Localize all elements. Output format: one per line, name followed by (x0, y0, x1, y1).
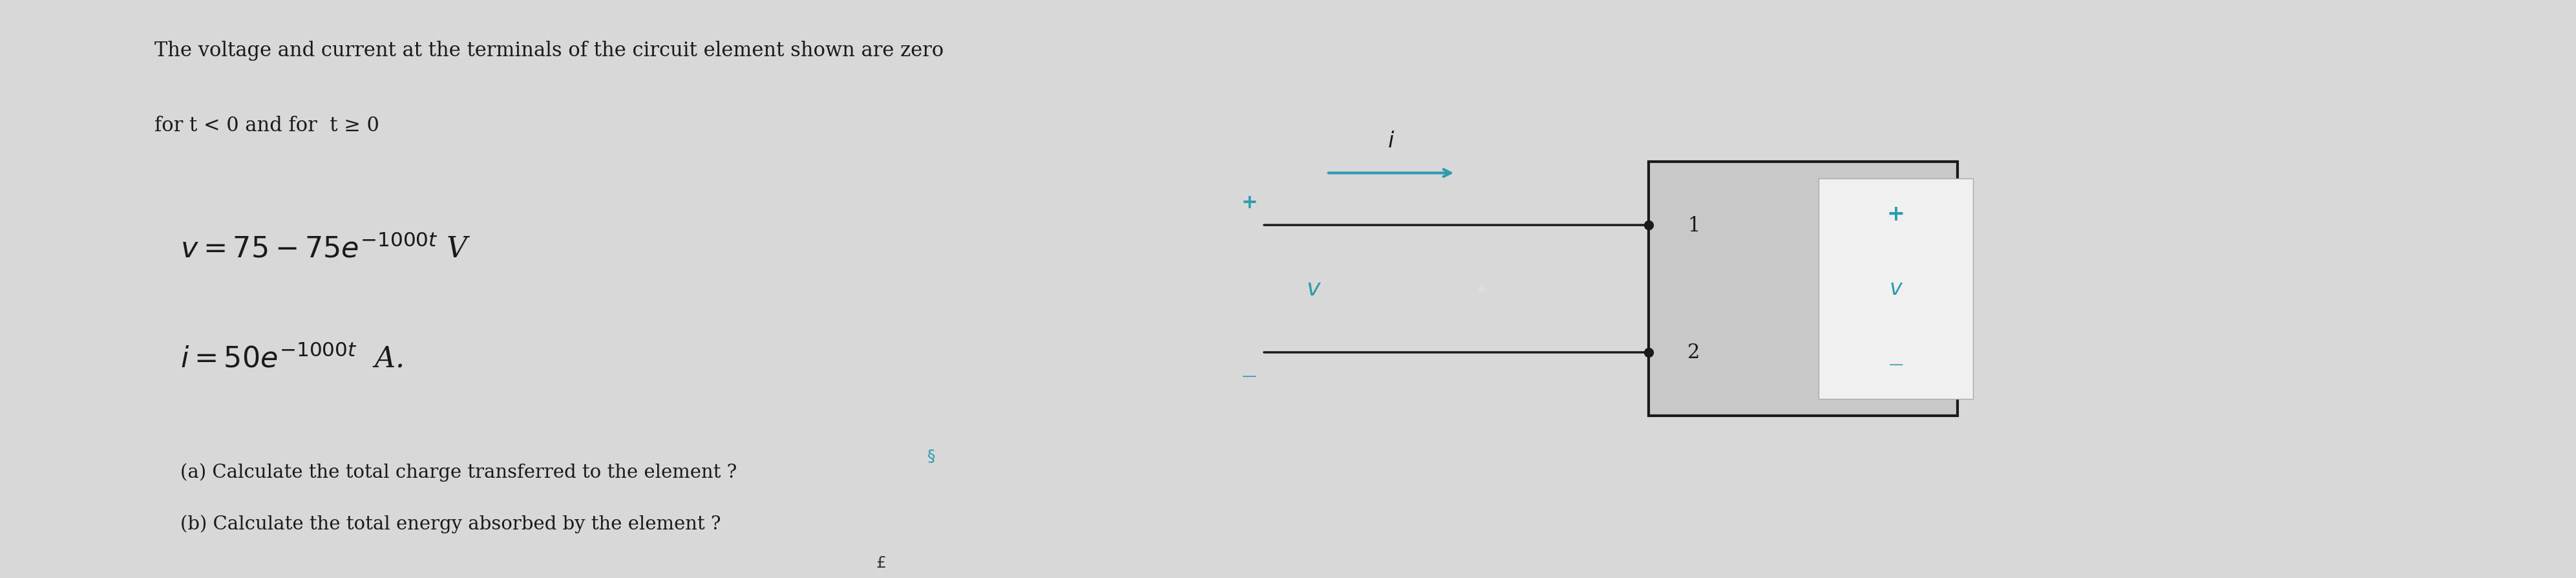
Text: for t < 0 and for  t ≥ 0: for t < 0 and for t ≥ 0 (155, 116, 379, 136)
Text: £: £ (876, 555, 886, 570)
Text: $v = 75 - 75e^{-1000t}$ V: $v = 75 - 75e^{-1000t}$ V (180, 234, 471, 263)
Text: (b) Calculate the total energy absorbed by the element ?: (b) Calculate the total energy absorbed … (180, 514, 721, 533)
Text: §: § (927, 448, 935, 464)
Text: —: — (1888, 358, 1904, 370)
Bar (1819, 179, 1973, 399)
Text: +: + (1888, 203, 1904, 224)
Text: +: + (1242, 193, 1257, 212)
Text: 1: 1 (1687, 216, 1700, 235)
Text: 2: 2 (1687, 343, 1700, 362)
Text: (a) Calculate the total charge transferred to the element ?: (a) Calculate the total charge transferr… (180, 462, 737, 481)
Text: $i$: $i$ (1388, 131, 1394, 152)
Text: —: — (1242, 369, 1257, 382)
Text: The voltage and current at the terminals of the circuit element shown are zero: The voltage and current at the terminals… (155, 40, 943, 61)
Text: $i = 50e^{-1000t}$  A.: $i = 50e^{-1000t}$ A. (180, 344, 402, 373)
Bar (1649, 162, 1958, 416)
Text: $v$: $v$ (1306, 278, 1321, 300)
Text: $v$: $v$ (1888, 279, 1904, 299)
